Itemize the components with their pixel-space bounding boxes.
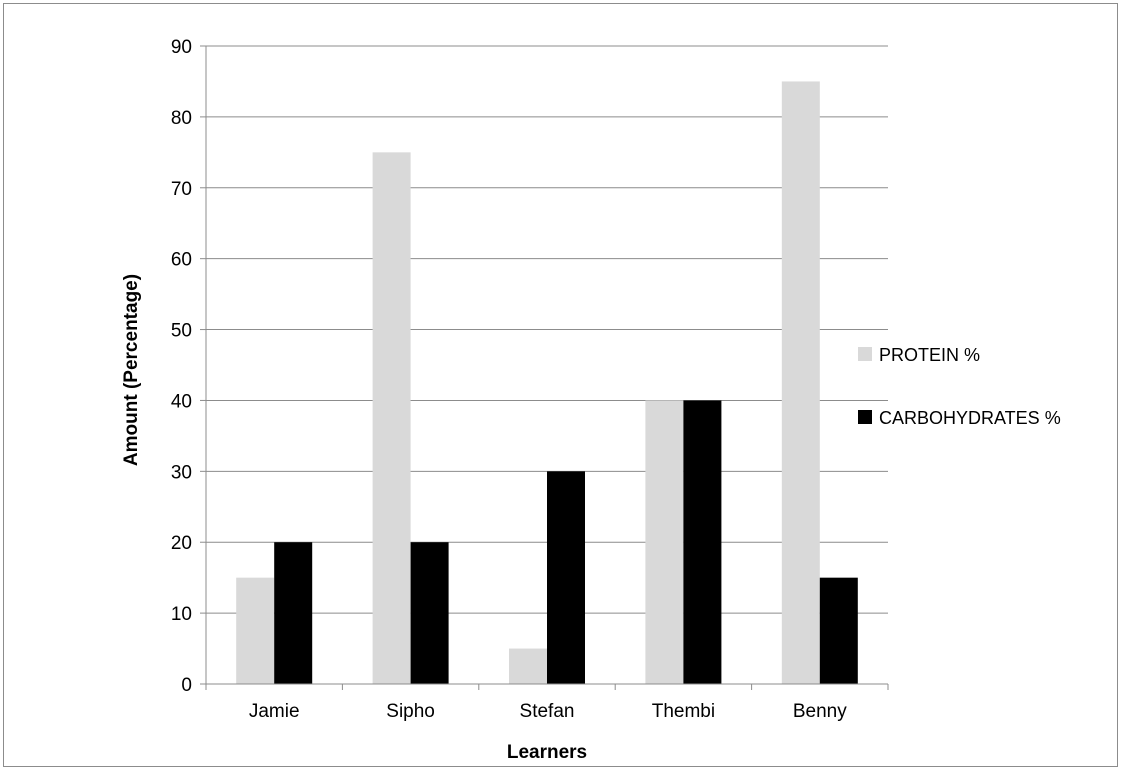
y-tick-label-90: 90 [171,37,192,58]
axes [200,45,889,690]
x-tick-label-thembi: Thembi [652,701,715,722]
y-tick-label-0: 0 [181,675,192,696]
bar-stefan-carbohydrates [547,471,585,684]
y-tick-label-10: 10 [171,604,192,625]
legend-swatch-protein [858,347,872,361]
y-tick-label-70: 70 [171,179,192,200]
bar-thembi-protein [645,400,684,684]
legend-label-protein: PROTEIN % [879,345,980,365]
y-tick-label-40: 40 [171,391,192,412]
bar-sipho-carbohydrates [410,542,449,684]
bar-thembi-carbohydrates [683,400,722,684]
bar-sipho-protein [372,152,411,685]
x-tick-labels: Jamie Sipho Stefan Thembi Benny [249,701,847,722]
x-tick-label-stefan: Stefan [520,701,575,722]
legend: PROTEIN % CARBOHYDRATES % [858,345,1061,428]
x-tick-label-jamie: Jamie [249,701,300,722]
y-tick-labels: 0 10 20 30 40 50 60 70 80 90 [171,37,192,696]
bar-benny-protein [781,81,820,684]
y-tick-label-50: 50 [171,321,192,342]
bars [236,81,858,685]
gridlines [206,45,888,614]
y-tick-label-20: 20 [171,533,192,554]
x-tick-label-sipho: Sipho [386,701,435,722]
y-tick-label-80: 80 [171,108,192,129]
x-axis-title: Learners [507,742,587,763]
bar-jamie-protein [236,577,275,684]
x-tick-label-benny: Benny [793,701,847,722]
bar-stefan-protein [509,648,547,684]
y-axis-title: Amount (Percentage) [121,274,142,466]
legend-label-carbohydrates: CARBOHYDRATES % [879,408,1061,428]
bar-benny-carbohydrates [819,577,858,684]
y-tick-label-60: 60 [171,250,192,271]
bar-jamie-carbohydrates [274,542,313,684]
y-tick-label-30: 30 [171,462,192,483]
legend-swatch-carbohydrates [858,410,872,424]
